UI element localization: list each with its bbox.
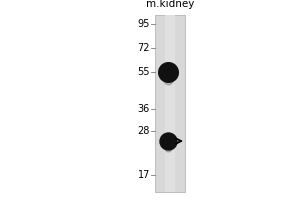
Bar xyxy=(155,15,185,192)
Point xyxy=(166,78,170,81)
Bar xyxy=(165,15,175,192)
Point xyxy=(166,146,170,150)
Text: m.kidney: m.kidney xyxy=(146,0,194,9)
Point xyxy=(166,70,170,73)
Text: 36: 36 xyxy=(138,104,150,114)
Text: 95: 95 xyxy=(138,19,150,29)
Point xyxy=(166,139,170,143)
Text: 28: 28 xyxy=(138,126,150,136)
Text: 72: 72 xyxy=(137,43,150,53)
Text: 55: 55 xyxy=(137,67,150,77)
Text: 17: 17 xyxy=(138,170,150,180)
